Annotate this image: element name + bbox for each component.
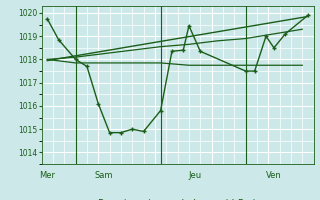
Text: Jeu: Jeu	[188, 171, 201, 180]
Text: Mer: Mer	[39, 171, 55, 180]
Text: Pression niveau de la mer( hPa ): Pression niveau de la mer( hPa )	[99, 199, 257, 200]
Text: Ven: Ven	[266, 171, 282, 180]
Text: Sam: Sam	[95, 171, 113, 180]
